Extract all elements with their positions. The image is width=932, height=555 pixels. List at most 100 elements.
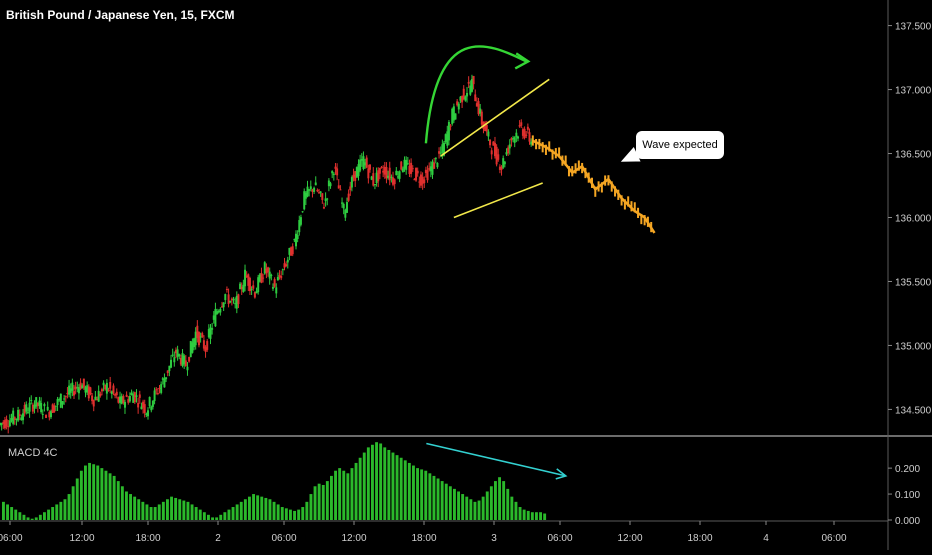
candle-body — [503, 161, 506, 165]
candle-body — [369, 164, 371, 170]
macd-bar — [420, 469, 424, 520]
macd-bar — [47, 509, 50, 520]
macd-bar — [346, 473, 350, 520]
candle-body — [188, 356, 191, 362]
macd-bar — [202, 512, 206, 520]
candle-body — [31, 404, 34, 412]
candle-body — [359, 159, 362, 171]
candle-body — [423, 179, 426, 184]
candle-body — [209, 327, 212, 339]
candle-body — [76, 387, 79, 389]
candle-body — [119, 396, 122, 403]
candle-body — [424, 169, 427, 174]
macd-bar — [34, 517, 38, 520]
macd-bar — [2, 501, 5, 520]
candle-body — [117, 397, 120, 403]
candle-body — [525, 134, 528, 136]
price-plot[interactable] — [0, 74, 533, 434]
candle-body — [392, 177, 395, 185]
candle-body — [183, 355, 186, 365]
macd-bar — [391, 452, 395, 520]
candle-body — [367, 168, 370, 179]
candle-body — [145, 413, 148, 415]
candle-body — [316, 189, 319, 192]
candle-body — [428, 168, 431, 170]
macd-bar — [412, 465, 415, 520]
candle-body — [291, 246, 294, 255]
candle-body — [51, 404, 54, 413]
macd-tick-label: 0.000 — [895, 516, 920, 527]
macd-bar — [293, 510, 296, 520]
candle-body — [191, 342, 194, 353]
candle-body — [490, 150, 493, 155]
candle-body — [523, 128, 526, 138]
candle-body — [230, 298, 233, 301]
candle-body — [306, 186, 309, 197]
macd-bar — [71, 486, 75, 520]
candle-body — [28, 402, 31, 412]
candle-body — [212, 315, 215, 320]
macd-bar — [92, 464, 96, 520]
macd-bar — [338, 468, 342, 520]
candle-body — [224, 294, 227, 301]
price-tick-label: 135.000 — [895, 341, 932, 352]
candle-body — [378, 167, 381, 174]
candle-body — [252, 285, 255, 289]
candle-body — [508, 144, 511, 149]
time-tick-label: 4 — [763, 533, 769, 544]
candle-body — [123, 401, 126, 408]
candle-body — [332, 173, 335, 176]
macd-plot[interactable] — [2, 442, 547, 520]
macd-bar — [535, 512, 538, 520]
macd-bar — [424, 470, 428, 520]
candle-body — [69, 388, 72, 393]
candle-body — [153, 390, 156, 402]
macd-bar — [22, 514, 26, 520]
candle-body — [415, 167, 418, 181]
candle-body — [426, 170, 429, 181]
time-tick-label: 18:00 — [135, 533, 160, 544]
candle-body — [105, 382, 108, 394]
candle-body — [138, 394, 141, 398]
candle-body — [497, 154, 500, 160]
time-tick-label: 06:00 — [0, 533, 23, 544]
macd-bar — [182, 500, 186, 520]
macd-bar — [375, 442, 378, 520]
candle-body — [495, 146, 498, 165]
macd-bar — [59, 501, 63, 520]
candle-body — [166, 370, 169, 373]
candle-body — [163, 378, 166, 388]
candle-body — [360, 159, 363, 161]
candle-body — [349, 186, 352, 191]
candle-body — [421, 176, 424, 184]
candle-body — [390, 176, 393, 178]
candle-body — [436, 162, 439, 168]
macd-bar — [161, 501, 165, 520]
candle-body — [469, 85, 472, 95]
macd-bar — [38, 514, 42, 520]
macd-bar — [539, 512, 542, 520]
candle-body — [362, 156, 365, 169]
wave-callout[interactable]: Wave expected — [636, 131, 724, 159]
candle-body — [405, 160, 408, 170]
candle-body — [91, 395, 94, 402]
macd-bar — [309, 494, 313, 520]
time-tick-label: 2 — [215, 533, 221, 544]
candle-body — [114, 393, 117, 396]
candle-body — [410, 162, 413, 174]
candle-body — [125, 394, 128, 397]
candle-body — [467, 82, 470, 84]
candle-body — [298, 220, 301, 233]
candle-body — [84, 387, 87, 393]
macd-bar — [342, 470, 346, 520]
candle-body — [521, 129, 524, 136]
candle-body — [240, 286, 243, 290]
candle-body — [411, 168, 414, 170]
candle-body — [142, 401, 145, 408]
candle-body — [385, 167, 388, 179]
candle-body — [510, 138, 513, 141]
macd-bar — [30, 518, 34, 520]
candle-body — [196, 325, 199, 339]
candle-body — [406, 163, 409, 165]
